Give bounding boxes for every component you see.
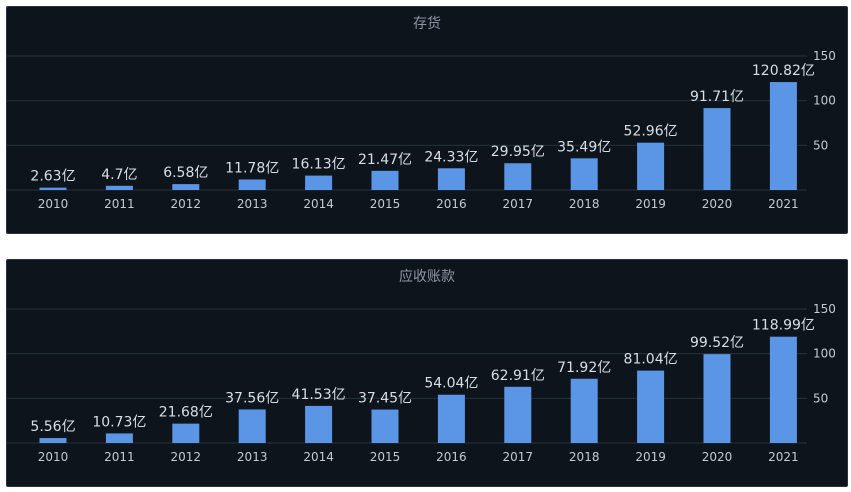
bar-2012 bbox=[172, 184, 200, 190]
y-tick-label: 50 bbox=[813, 138, 828, 152]
data-label-2011: 10.73亿 bbox=[92, 414, 146, 430]
data-label-2016: 24.33亿 bbox=[424, 149, 478, 165]
inventory-bar-chart: 50 100 150 2.63亿 2010 4.7亿 2011 6.58亿 2012 11.78亿… bbox=[7, 49, 836, 211]
data-label-2012: 6.58亿 bbox=[163, 165, 208, 181]
data-label-2015: 21.47亿 bbox=[358, 152, 412, 168]
x-tick-label: 2013 bbox=[237, 450, 268, 464]
bar-2019 bbox=[637, 370, 665, 443]
bar-2017 bbox=[504, 386, 532, 443]
data-label-2017: 29.95亿 bbox=[491, 144, 545, 160]
data-label-2010: 5.56亿 bbox=[30, 419, 75, 435]
y-tick-label: 50 bbox=[813, 391, 828, 405]
bar-2021 bbox=[769, 82, 797, 190]
bar-2018 bbox=[570, 158, 598, 190]
y-tick-label: 150 bbox=[813, 302, 836, 316]
bar-2020 bbox=[703, 354, 731, 443]
x-tick-label: 2013 bbox=[237, 197, 268, 211]
x-tick-label: 2015 bbox=[370, 450, 401, 464]
data-label-2014: 16.13亿 bbox=[292, 157, 346, 173]
x-tick-label: 2018 bbox=[569, 197, 600, 211]
y-tick-label: 100 bbox=[813, 347, 836, 361]
bar-2014 bbox=[305, 405, 333, 443]
data-label-2011: 4.7亿 bbox=[101, 167, 137, 183]
bar-2021 bbox=[769, 336, 797, 443]
bar-2019 bbox=[637, 142, 665, 190]
bar-2012 bbox=[172, 423, 200, 443]
x-tick-label: 2012 bbox=[171, 197, 202, 211]
x-tick-label: 2019 bbox=[635, 450, 666, 464]
x-tick-label: 2010 bbox=[38, 450, 69, 464]
data-label-2015: 37.45亿 bbox=[358, 391, 412, 407]
x-tick-label: 2016 bbox=[436, 197, 467, 211]
data-label-2017: 62.91亿 bbox=[491, 368, 545, 384]
x-tick-label: 2020 bbox=[702, 450, 733, 464]
data-label-2012: 21.68亿 bbox=[159, 405, 213, 421]
x-tick-label: 2019 bbox=[635, 197, 666, 211]
data-label-2014: 41.53亿 bbox=[292, 387, 346, 403]
data-label-2018: 71.92亿 bbox=[557, 360, 611, 376]
bar-2013 bbox=[238, 409, 266, 443]
x-tick-label: 2021 bbox=[768, 197, 799, 211]
data-label-2019: 81.04亿 bbox=[624, 352, 678, 368]
x-tick-label: 2018 bbox=[569, 450, 600, 464]
data-label-2019: 52.96亿 bbox=[624, 124, 678, 140]
x-tick-label: 2012 bbox=[171, 450, 202, 464]
data-label-2013: 11.78亿 bbox=[225, 160, 279, 176]
receivables-chart-panel: 应收账款 50 100 150 5.56亿 2010 10.73亿 2011 21.68亿 20… bbox=[6, 259, 848, 487]
x-tick-label: 2014 bbox=[303, 450, 334, 464]
data-label-2020: 91.71亿 bbox=[690, 89, 744, 105]
y-tick-label: 150 bbox=[813, 49, 836, 63]
data-label-2021: 120.82亿 bbox=[752, 63, 815, 79]
bar-2018 bbox=[570, 378, 598, 443]
x-tick-label: 2021 bbox=[768, 450, 799, 464]
y-tick-label: 100 bbox=[813, 94, 836, 108]
data-label-2010: 2.63亿 bbox=[30, 169, 75, 185]
bar-2015 bbox=[371, 409, 399, 443]
bar-2016 bbox=[437, 394, 465, 443]
bar-2017 bbox=[504, 163, 532, 190]
chart-title: 应收账款 bbox=[399, 269, 455, 285]
data-label-2016: 54.04亿 bbox=[424, 376, 478, 392]
x-tick-label: 2015 bbox=[370, 197, 401, 211]
bar-2015 bbox=[371, 170, 399, 190]
bar-2013 bbox=[238, 179, 266, 190]
bar-2010 bbox=[39, 438, 67, 443]
bar-2011 bbox=[105, 185, 133, 190]
bar-2016 bbox=[437, 168, 465, 190]
x-tick-label: 2011 bbox=[104, 197, 135, 211]
bar-2011 bbox=[105, 433, 133, 443]
data-label-2020: 99.52亿 bbox=[690, 335, 744, 351]
bar-2014 bbox=[305, 175, 333, 190]
x-tick-label: 2016 bbox=[436, 450, 467, 464]
x-tick-label: 2010 bbox=[38, 197, 69, 211]
receivables-bar-chart: 50 100 150 5.56亿 2010 10.73亿 2011 21.68亿 2012 37.… bbox=[7, 302, 836, 464]
inventory-chart-panel: 存货 50 100 150 2.63亿 2010 4.7亿 2011 6.58亿 2012 11.… bbox=[6, 6, 848, 234]
x-tick-label: 2011 bbox=[104, 450, 135, 464]
x-tick-label: 2020 bbox=[702, 197, 733, 211]
x-tick-label: 2017 bbox=[503, 450, 534, 464]
chart-title: 存货 bbox=[413, 16, 441, 32]
data-label-2013: 37.56亿 bbox=[225, 390, 279, 406]
data-label-2021: 118.99亿 bbox=[752, 318, 815, 334]
bar-2020 bbox=[703, 108, 731, 190]
x-tick-label: 2017 bbox=[503, 197, 534, 211]
bar-2010 bbox=[39, 187, 67, 190]
x-tick-label: 2014 bbox=[303, 197, 334, 211]
data-label-2018: 35.49亿 bbox=[557, 139, 611, 155]
